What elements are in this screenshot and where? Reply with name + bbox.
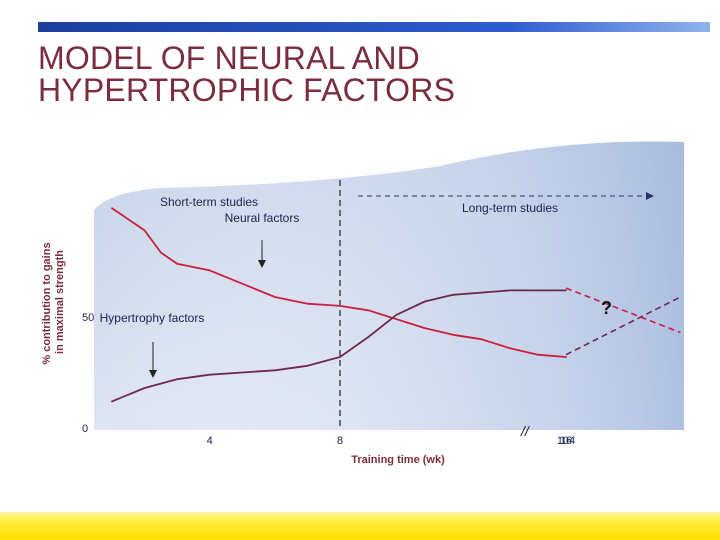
y-axis-title: % contribution to gains in maximal stren… xyxy=(41,239,66,364)
long-term-label: Long-term studies xyxy=(462,201,558,215)
neural-annotation: Neural factors xyxy=(225,211,300,225)
y-tick-label-0: 0 xyxy=(82,423,88,435)
y-axis-title-line-1: % contribution to gains xyxy=(41,242,53,364)
hypertrophy-annotation: Hypertrophy factors xyxy=(100,311,205,325)
footer-bar xyxy=(0,512,720,540)
slide-title-line-1: MODEL OF NEURAL AND xyxy=(38,40,420,76)
slide-title: MODEL OF NEURAL AND HYPERTROPHIC FACTORS xyxy=(38,42,455,106)
hypertrophy-projection-line xyxy=(565,296,681,356)
hypertrophy-factors-line xyxy=(111,289,567,403)
y-axis-title-line-2: in maximal strength xyxy=(54,250,66,354)
y-axis-ticks: 0 50 xyxy=(82,312,94,435)
neural-projection-line xyxy=(565,287,681,334)
series-layer xyxy=(111,207,681,403)
short-term-label: Short-term studies xyxy=(160,195,258,209)
x-tick-label-16: 16 xyxy=(560,435,572,447)
x-axis-title: Training time (wk) xyxy=(351,454,445,466)
neural-annotation-text: Neural factors xyxy=(225,211,300,225)
axis-break-mark: // xyxy=(520,423,531,439)
unknown-marker: ? xyxy=(601,298,612,318)
chart-background-shade xyxy=(94,141,684,430)
hypertrophy-annotation-text: Hypertrophy factors xyxy=(100,311,205,325)
y-tick-label-50: 50 xyxy=(82,312,94,324)
x-tick-label-4: 4 xyxy=(207,435,213,447)
x-tick-label-8: 8 xyxy=(337,435,343,447)
title-accent-bar xyxy=(38,22,710,32)
x-tick-label-104: 104 xyxy=(557,435,575,447)
slide-title-line-2: HYPERTROPHIC FACTORS xyxy=(38,72,456,108)
neural-factors-line xyxy=(111,207,567,358)
